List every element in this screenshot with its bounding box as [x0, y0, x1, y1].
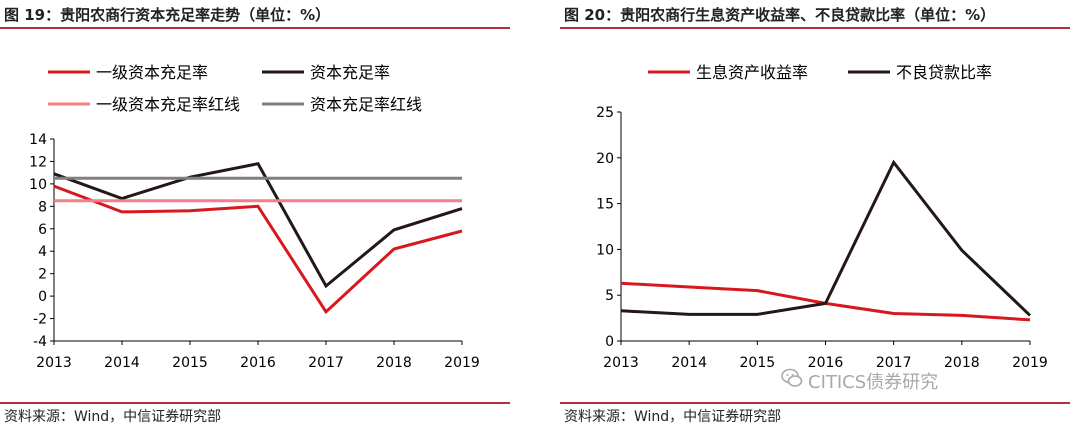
wechat-icon — [781, 368, 803, 387]
x-tick-label: 2015 — [740, 355, 776, 371]
x-tick-label: 2016 — [240, 355, 276, 371]
legend-label: 一级资本充足率红线 — [96, 95, 240, 114]
x-tick-label: 2015 — [172, 355, 208, 371]
y-tick-label: 15 — [596, 197, 614, 213]
x-tick-label: 2019 — [444, 355, 480, 371]
right-chart-panel: 图 20：贵阳农商行生息资产收益率、不良贷款比率（单位：%） 0 5 10 15 20 2… — [560, 0, 1080, 431]
y-tick-label: 0 — [605, 334, 614, 350]
x-tick-label: 2017 — [308, 355, 344, 371]
x-tick-label: 2016 — [808, 355, 844, 371]
legend-label: 生息资产收益率 — [696, 63, 808, 82]
title-divider — [0, 27, 510, 29]
x-tick-label: 2019 — [1012, 355, 1048, 371]
x-tick-label: 2018 — [376, 355, 412, 371]
legend-label: 不良贷款比率 — [896, 63, 992, 82]
source-divider — [560, 402, 1070, 404]
capital-adequacy-chart: -4 -2 0 2 4 6 8 10 12 14 2013 2014 2015 2016 2017 2018 2… — [29, 63, 480, 371]
y-tick-label: 0 — [38, 289, 47, 305]
y-tick-label: 25 — [596, 105, 614, 121]
left-chart-panel: 图 19：贵阳农商行资本充足率走势（单位：%） -4 -2 0 2 4 6 8 10 12 14 2… — [0, 0, 520, 431]
y-tick-label: 8 — [38, 199, 47, 215]
y-tick-label: 20 — [596, 151, 614, 167]
series-line-0 — [53, 184, 463, 315]
series-line-1 — [620, 159, 1032, 317]
title-divider — [560, 27, 1070, 29]
series-line-1 — [53, 162, 463, 289]
legend-label: 资本充足率红线 — [310, 95, 422, 114]
source-note: 资料来源：Wind，中信证券研究部 — [4, 409, 222, 425]
y-tick-label: 14 — [29, 132, 47, 148]
chart-title: 图 20：贵阳农商行生息资产收益率、不良贷款比率（单位：%） — [564, 6, 996, 24]
y-tick-label: -4 — [33, 334, 47, 350]
y-tick-label: 2 — [38, 267, 47, 283]
source-note: 资料来源：Wind，中信证券研究部 — [564, 409, 782, 425]
x-tick-label: 2014 — [104, 355, 140, 371]
y-tick-label: 12 — [29, 154, 47, 170]
x-tick-label: 2014 — [671, 355, 707, 371]
y-tick-label: 4 — [38, 244, 47, 260]
x-tick-label: 2017 — [876, 355, 912, 371]
y-tick-label: 5 — [605, 288, 614, 304]
y-tick-label: 10 — [29, 177, 47, 193]
source-divider — [0, 402, 510, 404]
legend-label: 一级资本充足率 — [96, 63, 208, 82]
chart-title: 图 19：贵阳农商行资本充足率走势（单位：%） — [4, 6, 331, 24]
asset-yield-npl-chart: 0 5 10 15 20 25 2013 2014 2015 2016 2017 2018 2019 生息… — [596, 63, 1048, 371]
x-tick-label: 2013 — [36, 355, 72, 371]
legend-label: 资本充足率 — [310, 63, 390, 82]
y-tick-label: 10 — [596, 242, 614, 258]
x-tick-label: 2013 — [603, 355, 639, 371]
y-tick-label: 6 — [38, 222, 47, 238]
x-tick-label: 2018 — [944, 355, 980, 371]
y-tick-label: -2 — [33, 312, 47, 328]
watermark: CITICS债券研究 — [808, 372, 939, 393]
